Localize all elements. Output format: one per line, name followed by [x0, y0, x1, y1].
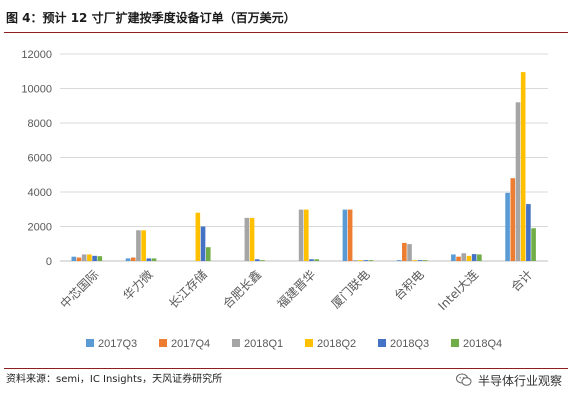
x-category-label: 合肥长鑫: [220, 267, 265, 312]
x-category-label: 厦门联电: [328, 267, 373, 312]
bar: [205, 247, 211, 261]
bar: [76, 257, 82, 261]
legend-label: 2018Q1: [244, 338, 283, 350]
bar: [368, 260, 374, 261]
bar: [342, 209, 348, 261]
bar: [363, 260, 369, 261]
bar: [402, 242, 407, 261]
title-rule: [4, 32, 568, 33]
bar: [510, 178, 516, 261]
bar: [407, 244, 412, 261]
legend-label: 2017Q4: [171, 338, 210, 350]
bar: [249, 217, 255, 261]
bar: [477, 254, 482, 261]
bar: [466, 255, 472, 261]
legend-swatch: [451, 339, 459, 347]
x-category-label: Intel大连: [435, 267, 481, 313]
bar: [130, 257, 136, 261]
x-category-label: 华力微: [120, 267, 155, 302]
y-tick-label: 0: [46, 256, 52, 268]
watermark-label: 半导体行业观察: [477, 373, 562, 388]
bar: [456, 256, 461, 261]
source-note: 资料来源：semi，IC Insights，天风证券研究所: [6, 374, 223, 385]
bar: [87, 254, 92, 261]
x-category-label: 台积电: [391, 267, 427, 303]
wechat-watermark: 半导体行业观察: [455, 370, 562, 390]
legend-swatch: [378, 339, 386, 347]
bar: [471, 254, 477, 261]
bar: [358, 260, 363, 261]
bar: [526, 204, 531, 261]
bar: [304, 209, 309, 261]
bar: [451, 254, 456, 261]
y-tick-label: 6000: [28, 153, 52, 165]
legend-label: 2018Q2: [317, 338, 356, 350]
footer-rule: [4, 368, 568, 369]
bar: [92, 255, 97, 261]
bar: [81, 254, 87, 261]
bar: [141, 230, 146, 261]
bar: [353, 260, 358, 261]
legend-label: 2018Q4: [463, 338, 502, 350]
bar: [254, 259, 260, 261]
bar: [71, 256, 77, 261]
legend-swatch: [86, 339, 94, 347]
bar: [298, 209, 304, 261]
bar: [505, 192, 510, 261]
bar: [396, 260, 402, 261]
bar: [417, 260, 423, 261]
x-category-label: 中芯国际: [57, 267, 102, 312]
bar: [200, 226, 206, 261]
legend-label: 2017Q3: [98, 338, 137, 350]
wechat-icon: [455, 373, 472, 386]
bar: [347, 209, 353, 261]
bar: [260, 260, 265, 261]
bar: [515, 102, 521, 261]
bar: [309, 259, 314, 261]
bar: [146, 258, 152, 261]
y-tick-label: 12000: [21, 49, 52, 61]
x-category-label: 合计: [508, 267, 536, 295]
legend-swatch: [305, 339, 313, 347]
bar: [314, 259, 319, 261]
bar: [422, 260, 428, 261]
legend-label: 2018Q3: [390, 338, 429, 350]
bar: [244, 217, 250, 261]
y-tick-label: 10000: [21, 84, 52, 96]
legend-swatch: [159, 339, 167, 347]
bar: [151, 258, 157, 261]
bar: [97, 256, 103, 261]
bar: [136, 230, 141, 261]
bar: [531, 228, 536, 261]
y-tick-label: 8000: [28, 118, 52, 130]
legend-swatch: [232, 339, 240, 347]
bar: [125, 258, 131, 261]
bar: [520, 72, 526, 261]
figure-title: 图 4：预计 12 寸厂扩建按季度设备订单（百万美元）: [6, 11, 296, 25]
y-tick-label: 2000: [28, 222, 52, 234]
x-category-label: 长江存储: [165, 267, 210, 312]
bar: [412, 260, 418, 261]
y-tick-label: 4000: [28, 187, 52, 199]
x-category-label: 福建晋华: [274, 267, 319, 312]
bar: [461, 253, 467, 261]
bar: [195, 212, 201, 261]
